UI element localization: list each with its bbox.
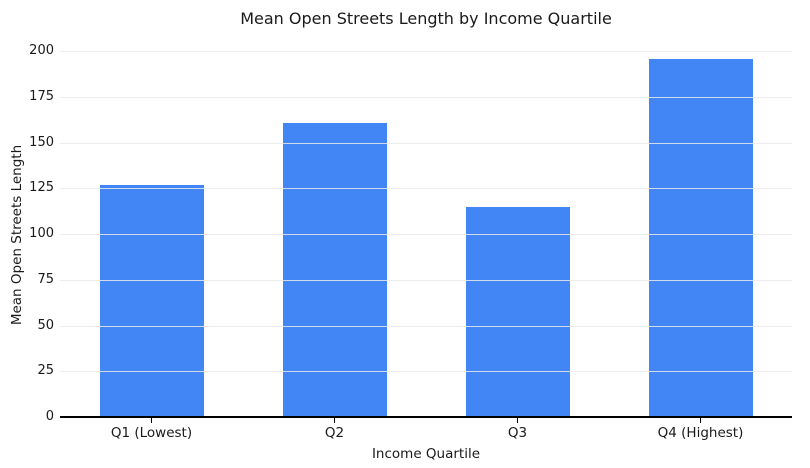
- x-tick-label: Q2: [324, 425, 345, 441]
- x-axis-line: [60, 416, 792, 418]
- x-axis-title: Income Quartile: [371, 446, 481, 462]
- x-tick-mark: [334, 418, 335, 423]
- grid-line: [60, 371, 792, 373]
- bar-q4-highest: [648, 59, 753, 416]
- y-tick-label: 150: [29, 134, 54, 150]
- grid-line: [60, 51, 792, 52]
- y-tick-label: 200: [29, 43, 54, 58]
- x-tick-label: Q3: [507, 425, 528, 441]
- x-tick-mark: [517, 418, 518, 423]
- plot-area: [60, 41, 792, 417]
- y-tick-label: 50: [37, 317, 54, 333]
- y-tick-label: 125: [29, 180, 54, 196]
- y-tick-label: 175: [29, 88, 54, 104]
- grid-line: [60, 188, 792, 190]
- grid-line: [60, 96, 792, 98]
- bar-q2: [282, 123, 387, 416]
- y-tick-label: 25: [37, 363, 54, 379]
- y-tick-label: 75: [37, 271, 54, 287]
- grid-line: [60, 279, 792, 281]
- bar-q1-lowest: [99, 185, 204, 416]
- grid-line: [60, 325, 792, 327]
- x-tick-mark: [700, 418, 701, 423]
- y-tick-label: 0: [45, 409, 54, 424]
- chart-title: Mean Open Streets Length by Income Quart…: [240, 9, 612, 28]
- grid-line: [60, 234, 792, 235]
- x-tick-label: Q1 (Lowest): [110, 425, 193, 441]
- grid-line: [60, 142, 792, 144]
- x-tick-label: Q4 (Highest): [657, 425, 744, 441]
- x-tick-mark: [151, 418, 152, 423]
- y-tick-label: 100: [29, 226, 54, 241]
- bar-q3: [465, 207, 570, 416]
